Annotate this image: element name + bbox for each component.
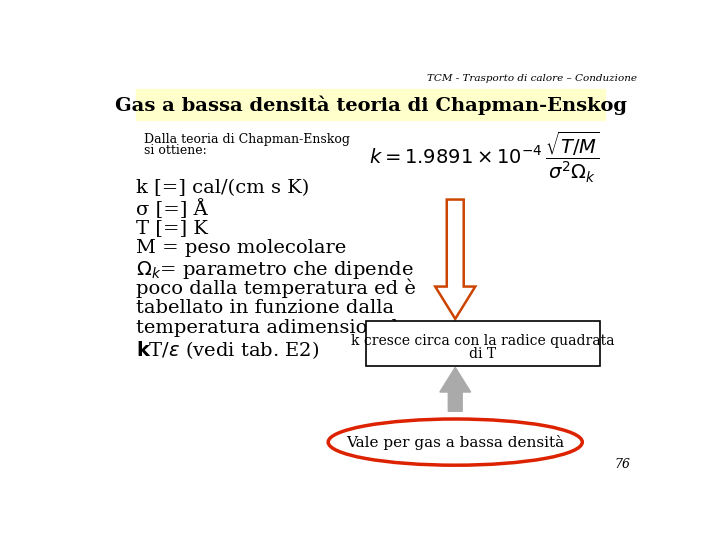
Text: $\Omega_k$= parametro che dipende: $\Omega_k$= parametro che dipende xyxy=(137,259,414,281)
Text: Gas a bassa densità teoria di Chapman-Enskog: Gas a bassa densità teoria di Chapman-En… xyxy=(114,95,626,114)
Text: TCM - Trasporto di calore – Conduzione: TCM - Trasporto di calore – Conduzione xyxy=(427,74,637,83)
Text: Dalla teoria di Chapman-Enskog: Dalla teoria di Chapman-Enskog xyxy=(144,132,350,146)
FancyBboxPatch shape xyxy=(137,90,605,120)
Text: M = peso molecolare: M = peso molecolare xyxy=(137,239,347,257)
Text: k [=] cal/(cm s K): k [=] cal/(cm s K) xyxy=(137,179,310,197)
Text: di T: di T xyxy=(469,347,497,361)
Text: si ottiene:: si ottiene: xyxy=(144,144,207,157)
Text: σ [=] Å: σ [=] Å xyxy=(137,199,208,219)
Text: tabellato in funzione dalla: tabellato in funzione dalla xyxy=(137,299,395,317)
Text: T [=] K: T [=] K xyxy=(137,219,208,237)
Text: $\mathbf{k}$T/$\varepsilon$ (vedi tab. E2): $\mathbf{k}$T/$\varepsilon$ (vedi tab. E… xyxy=(137,339,320,361)
Polygon shape xyxy=(435,200,475,319)
Text: 76: 76 xyxy=(615,458,631,471)
Text: poco dalla temperatura ed è: poco dalla temperatura ed è xyxy=(137,279,416,299)
Polygon shape xyxy=(440,367,471,411)
Ellipse shape xyxy=(328,419,582,465)
FancyBboxPatch shape xyxy=(366,321,600,366)
Text: temperatura adimensionale: temperatura adimensionale xyxy=(137,319,410,337)
Text: $k=1.9891\times10^{-4}\,\dfrac{\sqrt{T/M}}{\sigma^{2}\Omega_{k}}$: $k=1.9891\times10^{-4}\,\dfrac{\sqrt{T/M… xyxy=(369,130,600,185)
Text: Vale per gas a bassa densità: Vale per gas a bassa densità xyxy=(346,435,564,450)
Text: k cresce circa con la radice quadrata: k cresce circa con la radice quadrata xyxy=(351,334,615,348)
